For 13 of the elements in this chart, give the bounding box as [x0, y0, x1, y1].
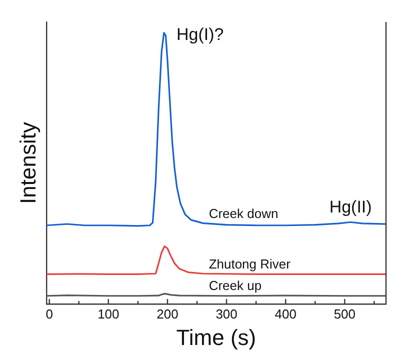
series-label: Creek down [208, 206, 278, 222]
x-tick-label: 400 [274, 306, 296, 322]
series-label: Creek up [208, 278, 262, 293]
series-label: Zhutong River [208, 256, 292, 272]
x-tick-label: 300 [216, 306, 238, 322]
x-tick-label: 200 [156, 306, 178, 322]
annotation: Hg(I)? [176, 25, 224, 44]
y-axis-title: Intensity [15, 122, 40, 204]
x-axis-title: Time (s) [176, 324, 256, 350]
annotation: Hg(II) [329, 197, 372, 216]
x-tick-label: 0 [46, 306, 53, 322]
x-tick-label: 100 [98, 306, 120, 322]
x-tick-label: 500 [334, 306, 356, 322]
